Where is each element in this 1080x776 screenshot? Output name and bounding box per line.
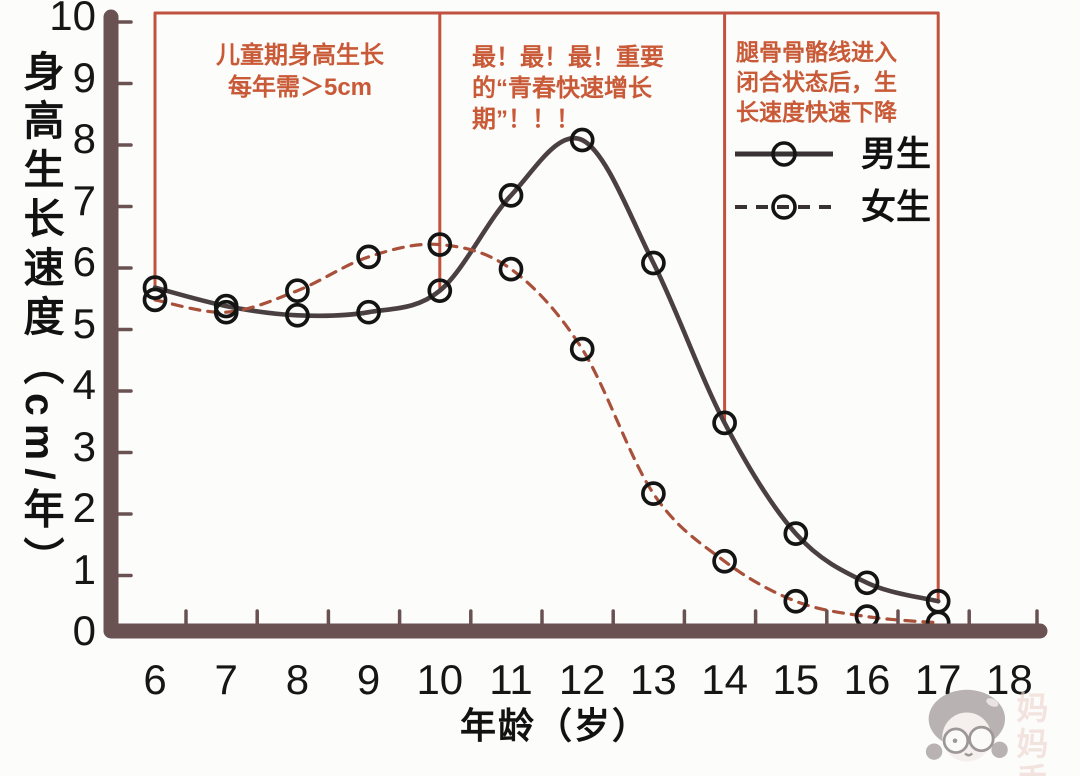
- data-point-marker: [356, 244, 381, 270]
- annotation-growth-plate-closure: 腿骨骨骼线进入 闭合状态后，生 长速度快速下降: [736, 37, 954, 127]
- y-tick-label: 7: [72, 176, 96, 224]
- annotation-line: 闭合状态后，生: [736, 69, 897, 95]
- y-tick-label: 0: [72, 607, 96, 654]
- data-point-marker: [142, 275, 168, 300]
- y-tick-label: 4: [72, 361, 96, 408]
- x-tick-label: 14: [701, 656, 748, 703]
- data-point-marker: [854, 570, 880, 596]
- watermark-line2: 手册: [1016, 762, 1080, 776]
- y-tick-label: 8: [72, 115, 96, 162]
- x-tick-label: 18: [986, 656, 1033, 703]
- data-point-marker: [356, 299, 381, 325]
- legend-label-boys: 男生: [861, 134, 932, 174]
- boys-curve: [152, 135, 941, 604]
- data-point-marker: [427, 232, 453, 257]
- data-point-marker: [285, 302, 310, 328]
- annotation-line: 期”！！！: [472, 106, 580, 133]
- axes: [103, 9, 1048, 639]
- data-point-marker: [427, 278, 453, 304]
- annotation-childhood-growth: 儿童期身高生长 每年需＞5cm: [157, 40, 443, 104]
- x-tick-label: 10: [416, 656, 464, 703]
- boys-solid-line-icon: [735, 141, 833, 167]
- x-axis-title: 年龄（岁）: [459, 705, 650, 746]
- data-point-marker: [569, 336, 595, 362]
- x-tick-label: 11: [489, 656, 533, 703]
- data-point-marker: [285, 278, 310, 304]
- annotation-line: 每年需＞5cm: [227, 74, 373, 101]
- x-tick-label: 9: [356, 656, 381, 703]
- data-point-marker: [569, 127, 595, 153]
- data-point-marker: [498, 256, 524, 282]
- y-tick-label: 9: [72, 53, 96, 101]
- y-tick-label: 10: [49, 0, 96, 39]
- legend: 男生 女生: [731, 132, 931, 229]
- watermark-line1: 妈妈: [1016, 690, 1052, 762]
- annotation-puberty-spurt: 最！最！最！重要 的“青春快速增长 期”！！！: [472, 42, 722, 135]
- annotation-line: 的“青春快速增长: [472, 75, 652, 102]
- data-point-marker: [641, 250, 666, 276]
- data-point-marker: [783, 588, 809, 614]
- data-point-marker: [142, 287, 168, 313]
- annotation-line: 长速度快速下降: [736, 99, 897, 125]
- x-tick-label: 16: [843, 656, 891, 703]
- x-tick-label: 15: [772, 656, 820, 703]
- y-axis-title: 身高生长速度（cm/年）: [17, 50, 63, 586]
- x-tick-label: 7: [214, 656, 238, 703]
- annotation-line: 腿骨骨骼线进入: [736, 39, 897, 65]
- legend-item-boys: 男生: [731, 132, 931, 176]
- y-tick-label: 5: [72, 299, 96, 347]
- annotation-line: 儿童期身高生长: [216, 42, 384, 69]
- red-bracket-outline: [153, 11, 940, 602]
- data-point-marker: [641, 481, 666, 506]
- mascot-face-icon: [925, 689, 1008, 762]
- x-tick-label: 12: [558, 656, 606, 703]
- annotation-line: 最！最！最！重要: [472, 44, 664, 71]
- y-tick-label: 6: [72, 238, 96, 285]
- data-point-marker: [213, 299, 239, 325]
- y-tick-label: 1: [72, 545, 96, 593]
- watermark-text: 妈妈 手册: [1016, 690, 1080, 776]
- data-point-marker: [498, 183, 524, 208]
- x-tick-label: 13: [630, 656, 677, 703]
- legend-label-girls: 女生: [861, 187, 932, 227]
- girls-curve: [153, 242, 940, 625]
- watermark: 妈妈 手册: [925, 680, 1080, 776]
- x-tick-label: 8: [285, 656, 310, 703]
- data-point-marker: [712, 410, 737, 436]
- y-tick-label: 2: [72, 484, 96, 531]
- x-tick-label: 6: [143, 656, 167, 703]
- data-point-marker: [712, 548, 737, 574]
- data-point-marker: [783, 521, 809, 546]
- girls-dashed-line-icon: [735, 194, 833, 220]
- legend-item-girls: 女生: [731, 185, 931, 229]
- y-tick-label: 3: [72, 422, 96, 470]
